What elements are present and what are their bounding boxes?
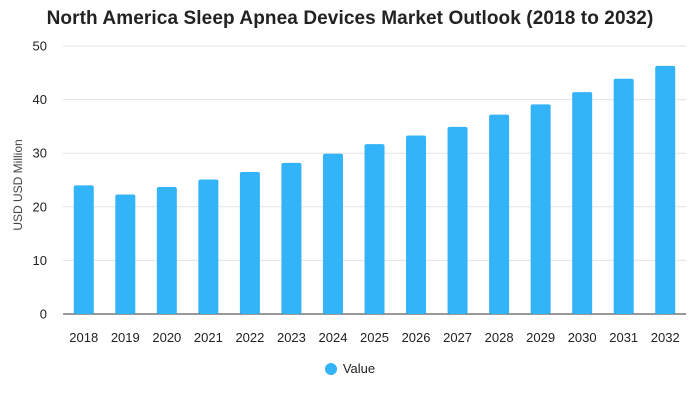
bar-2018[interactable] [73, 185, 94, 314]
bar-2022[interactable] [239, 171, 260, 314]
y-axis-label: USD USD Million [11, 139, 25, 230]
bar-2019[interactable] [115, 194, 136, 314]
bar-2026[interactable] [406, 135, 427, 314]
x-tick-label: 2028 [485, 330, 514, 345]
bar-2027[interactable] [447, 126, 468, 314]
x-tick-label: 2032 [651, 330, 680, 345]
bar-2021[interactable] [198, 179, 219, 314]
bar-2023[interactable] [281, 162, 302, 314]
x-tick-label: 2024 [319, 330, 348, 345]
y-tick-label: 50 [33, 39, 47, 54]
y-tick-label: 30 [33, 146, 47, 161]
chart-title: North America Sleep Apnea Devices Market… [46, 8, 654, 29]
y-tick-label: 10 [33, 253, 47, 268]
y-tick-label: 0 [40, 307, 47, 322]
bar-2029[interactable] [530, 104, 551, 314]
legend: Value [0, 361, 700, 376]
x-tick-label: 2030 [568, 330, 597, 345]
x-tick-label: 2022 [235, 330, 264, 345]
x-tick-label: 2020 [152, 330, 181, 345]
y-tick-label: 40 [33, 92, 47, 107]
bar-2031[interactable] [613, 78, 634, 314]
y-axis-ticks: 0 10 20 30 40 50 [33, 39, 47, 322]
bar-2025[interactable] [364, 144, 385, 314]
x-tick-label: 2019 [111, 330, 140, 345]
x-tick-label: 2023 [277, 330, 306, 345]
bar-2024[interactable] [322, 153, 343, 314]
x-tick-label: 2025 [360, 330, 389, 345]
legend-swatch-value [324, 362, 337, 375]
bar-2032[interactable] [655, 65, 676, 314]
legend-label-value: Value [342, 361, 376, 376]
x-tick-label: 2027 [443, 330, 472, 345]
x-tick-label: 2029 [526, 330, 555, 345]
bar-2020[interactable] [156, 186, 177, 314]
bar-2030[interactable] [572, 92, 593, 314]
x-axis-ticks: 2018 2019 2020 2021 2022 2023 2024 2025 2026 2027… [69, 330, 679, 345]
bar-2028[interactable] [489, 114, 510, 314]
x-tick-label: 2021 [194, 330, 223, 345]
y-tick-label: 20 [33, 199, 47, 214]
bars [73, 65, 676, 314]
x-tick-label: 2018 [69, 330, 98, 345]
x-tick-label: 2031 [609, 330, 638, 345]
x-tick-label: 2026 [402, 330, 431, 345]
